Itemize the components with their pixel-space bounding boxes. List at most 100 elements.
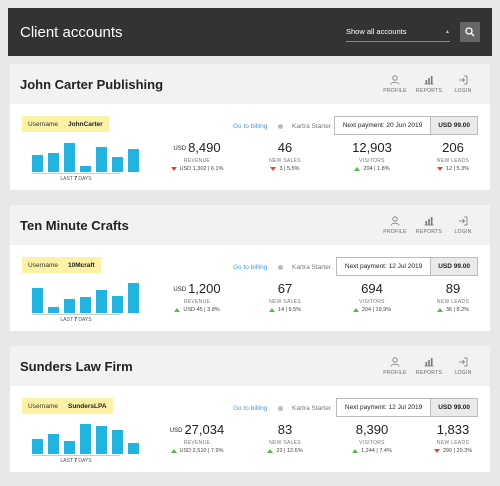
profile-button[interactable]: PROFILE bbox=[378, 356, 412, 376]
activity-bar bbox=[96, 426, 107, 454]
activity-bar bbox=[32, 155, 43, 172]
visitors-caption: VISITORS bbox=[359, 440, 385, 446]
activity-bar bbox=[64, 143, 75, 172]
chart-icon bbox=[424, 216, 434, 225]
new-leads-stat: 89 NEW LEADS 36 | 8.2% bbox=[408, 281, 498, 313]
visitors-stat: 694 VISITORS 204 | 19.9% bbox=[327, 281, 417, 313]
account-filter-select[interactable]: Show all accounts ▲︎ bbox=[346, 22, 450, 42]
trend-icon bbox=[174, 307, 181, 312]
plan-info: Kartra Starter bbox=[278, 264, 331, 271]
activity-bar bbox=[48, 434, 59, 454]
visitors-delta: 204 | 19.9% bbox=[327, 307, 417, 313]
activity-bar-chart bbox=[32, 142, 139, 172]
reports-label: REPORTS bbox=[415, 369, 443, 376]
next-payment-label: Next payment: 20 Jun 2019 bbox=[342, 122, 423, 129]
reports-button[interactable]: REPORTS bbox=[412, 75, 446, 94]
last-label: LAST bbox=[60, 317, 73, 323]
currency-label: USD bbox=[173, 287, 187, 293]
reports-button[interactable]: REPORTS bbox=[412, 216, 446, 235]
activity-bar bbox=[80, 297, 91, 313]
go-to-billing-link[interactable]: Go to billing bbox=[233, 405, 268, 412]
username-tag: Username SundersLPA bbox=[22, 398, 113, 414]
visitors-stat: 8,390 VISITORS 1,244 | 7.4% bbox=[327, 422, 417, 454]
reports-button[interactable]: REPORTS bbox=[412, 357, 446, 376]
trend-icon bbox=[270, 166, 277, 171]
currency-label: USD bbox=[169, 428, 183, 434]
new-leads-delta: 36 | 8.2% bbox=[408, 307, 498, 313]
account-card-header: Sunders Law Firm PROFILE REPORTS LOGIN bbox=[10, 346, 490, 386]
last-days-caption: LAST 7 DAYS bbox=[32, 173, 120, 182]
login-button[interactable]: LOGIN bbox=[446, 75, 480, 94]
chart-icon bbox=[424, 75, 434, 84]
new-leads-delta: 290 | 20.3% bbox=[408, 448, 498, 454]
days-count: 7 bbox=[74, 317, 77, 323]
plan-info: Kartra Starter bbox=[278, 405, 331, 412]
last-days-caption: LAST 7 DAYS bbox=[32, 314, 120, 323]
last-days-caption: LAST 7 DAYS bbox=[32, 455, 120, 464]
activity-bar bbox=[80, 424, 91, 454]
username-value: 10Mcraft bbox=[67, 261, 95, 269]
profile-button[interactable]: PROFILE bbox=[378, 215, 412, 235]
trend-icon bbox=[436, 307, 443, 312]
username-tag: Username 10Mcraft bbox=[22, 257, 101, 273]
trend-icon bbox=[170, 448, 177, 453]
plan-status-icon bbox=[278, 265, 283, 270]
plan-name: Kartra Starter bbox=[292, 405, 332, 412]
account-name: Ten Minute Crafts bbox=[20, 217, 129, 233]
next-payment-box: Next payment: 12 Jul 2019 USD 99.00 bbox=[335, 398, 478, 417]
activity-bar bbox=[96, 147, 107, 172]
search-button[interactable] bbox=[460, 22, 480, 42]
login-icon bbox=[459, 357, 468, 366]
username-value: JohnCarter bbox=[67, 120, 103, 128]
chart-icon bbox=[424, 357, 434, 366]
activity-bar bbox=[128, 283, 139, 313]
user-icon bbox=[390, 215, 400, 226]
new-leads-caption: NEW LEADS bbox=[436, 299, 470, 305]
activity-bar bbox=[64, 441, 75, 454]
plan-status-icon bbox=[278, 124, 283, 129]
revenue-caption: REVENUE bbox=[183, 440, 211, 446]
new-sales-delta: 3 | 5.5% bbox=[240, 166, 330, 172]
plan-name: Kartra Starter bbox=[292, 264, 332, 271]
username-tag: Username JohnCarter bbox=[22, 116, 109, 132]
visitors-delta: 204 | 1.8% bbox=[327, 166, 417, 172]
next-payment-label: Next payment: 12 Jul 2019 bbox=[344, 404, 423, 411]
payment-amount: USD 99.00 bbox=[430, 258, 477, 275]
reports-label: REPORTS bbox=[415, 87, 443, 94]
new-leads-value: 206 bbox=[442, 140, 464, 155]
login-button[interactable]: LOGIN bbox=[446, 216, 480, 235]
trend-icon bbox=[267, 448, 274, 453]
activity-bar bbox=[64, 299, 75, 313]
activity-bar-chart bbox=[32, 424, 139, 454]
days-count: 7 bbox=[74, 458, 77, 464]
chevron-down-icon: ▲︎ bbox=[445, 28, 450, 35]
reports-label: REPORTS bbox=[415, 228, 443, 235]
next-payment-box: Next payment: 20 Jun 2019 USD 99.00 bbox=[333, 116, 478, 135]
profile-button[interactable]: PROFILE bbox=[378, 74, 412, 94]
go-to-billing-link[interactable]: Go to billing bbox=[233, 123, 268, 130]
trend-icon bbox=[354, 166, 361, 171]
login-label: LOGIN bbox=[454, 369, 472, 376]
username-label: Username bbox=[28, 402, 58, 410]
visitors-stat: 12,903 VISITORS 204 | 1.8% bbox=[327, 140, 417, 172]
trend-icon bbox=[352, 448, 359, 453]
revenue-caption: REVENUE bbox=[183, 299, 211, 305]
revenue-value: USD 1,200 bbox=[173, 281, 221, 296]
account-card-body: Username JohnCarter LAST 7 DAYS Go to bi… bbox=[10, 104, 490, 190]
login-button[interactable]: LOGIN bbox=[446, 357, 480, 376]
new-leads-stat: 206 NEW LEADS 12 | 5.3% bbox=[408, 140, 498, 172]
visitors-caption: VISITORS bbox=[359, 158, 385, 164]
new-sales-caption: NEW SALES bbox=[269, 158, 301, 164]
go-to-billing-link[interactable]: Go to billing bbox=[233, 264, 268, 271]
login-label: LOGIN bbox=[454, 228, 472, 235]
new-leads-stat: 1,833 NEW LEADS 290 | 20.3% bbox=[408, 422, 498, 454]
new-sales-delta: 23 | 12.6% bbox=[240, 448, 330, 454]
username-label: Username bbox=[28, 261, 58, 269]
username-value: SundersLPA bbox=[67, 402, 107, 410]
new-sales-caption: NEW SALES bbox=[269, 440, 301, 446]
account-name: Sunders Law Firm bbox=[20, 358, 133, 374]
new-leads-caption: NEW LEADS bbox=[436, 440, 470, 446]
last-label: LAST bbox=[60, 176, 73, 182]
activity-bar bbox=[112, 296, 123, 313]
account-name: John Carter Publishing bbox=[20, 76, 164, 92]
